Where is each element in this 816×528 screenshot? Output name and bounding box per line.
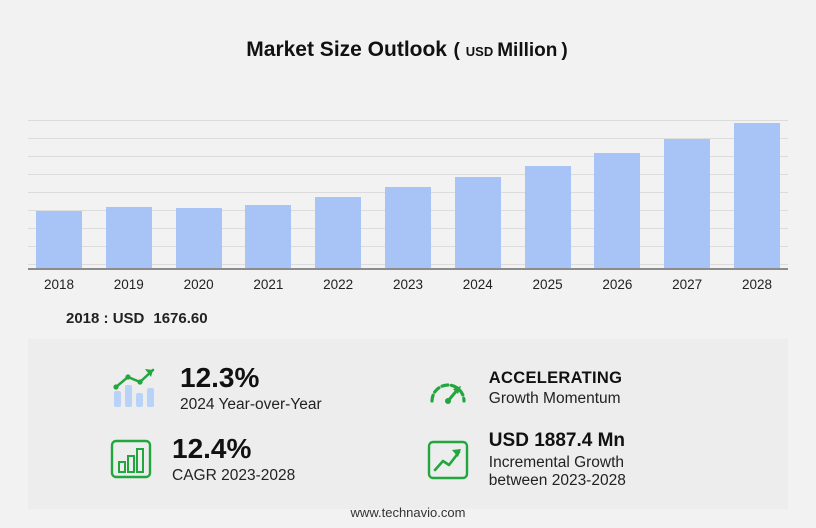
bar-2027 (664, 139, 711, 268)
bar-slot (733, 120, 780, 268)
bar-2018 (36, 211, 82, 268)
x-tick-label: 2027 (672, 277, 703, 292)
stats-panel: 12.3% 2024 Year-over-Year ACCELERATING G… (28, 339, 788, 509)
x-tick-label: 2028 (741, 277, 772, 292)
speedometer-icon (425, 369, 471, 409)
bar-slot (175, 120, 222, 268)
title-paren-open: ( (453, 40, 460, 61)
title-main: Market Size Outlook (246, 38, 447, 61)
bar-slot (105, 120, 152, 268)
bar-slot (245, 120, 292, 268)
bar-slot (664, 120, 711, 268)
incremental-label-line1: Incremental Growth (488, 453, 625, 471)
x-tick-label: 2024 (462, 277, 493, 292)
title-unit: Million (497, 40, 558, 61)
bar-slot (384, 120, 431, 268)
momentum-label: Growth Momentum (488, 390, 621, 407)
bar-2020 (175, 208, 222, 268)
stat-momentum: ACCELERATING Growth Momentum (425, 369, 768, 409)
x-tick-label: 2025 (532, 277, 563, 292)
x-tick-label: 2021 (253, 277, 284, 292)
website-url: www.technavio.com (350, 505, 466, 520)
x-tick-label: 2026 (602, 277, 633, 292)
incremental-label-line2: between 2023-2028 (488, 471, 626, 489)
x-tick-label: 2020 (183, 277, 214, 292)
base-year-annotation: 2018 : USD 1676.60 (66, 310, 816, 327)
bar-2021 (245, 205, 292, 268)
x-tick-label: 2022 (323, 277, 354, 292)
plot-area (28, 120, 788, 270)
market-size-chart: 2018 2019 2020 2021 2022 2023 2024 2025 2026 2027… (28, 120, 788, 292)
title-currency: USD (465, 44, 494, 59)
annotation-value: 1676.60 (153, 310, 208, 327)
cagr-value: 12.4% (172, 433, 252, 465)
stat-cagr: 12.4% CAGR 2023-2028 (108, 433, 425, 485)
cagr-bar-chart-icon (108, 436, 154, 482)
yoy-label: 2024 Year-over-Year (180, 395, 322, 413)
x-tick-label: 2019 (113, 277, 144, 292)
bar-2022 (315, 197, 362, 268)
bar-slot (36, 120, 82, 268)
title-paren-close: ) (561, 40, 568, 61)
stat-incremental: USD 1887.4 Mn Incremental Growth between… (425, 430, 768, 490)
yoy-value: 12.3% (180, 362, 260, 394)
stat-yoy: 12.3% 2024 Year-over-Year (108, 362, 425, 414)
bar-slot (315, 120, 362, 268)
bar-2023 (384, 187, 431, 268)
yoy-growth-chart-icon (108, 363, 162, 413)
x-tick-label: 2018 (43, 277, 75, 292)
annotation-prefix: 2018 : USD (66, 310, 145, 327)
bar-2026 (594, 153, 641, 268)
cagr-label: CAGR 2023-2028 (172, 466, 296, 484)
bar-slot (594, 120, 641, 268)
bar-2028 (733, 123, 780, 268)
bar-slot (524, 120, 571, 268)
bar-2025 (524, 166, 571, 268)
x-axis-labels: 2018 2019 2020 2021 2022 2023 2024 2025 2026 2027… (28, 277, 788, 292)
page-title: Market Size Outlook ( USD Million) (0, 0, 816, 62)
incremental-growth-icon (425, 437, 471, 483)
bar-2019 (105, 207, 152, 268)
bar-2024 (454, 177, 501, 268)
x-tick-label: 2023 (392, 277, 423, 292)
incremental-value: USD 1887.4 Mn (488, 429, 626, 451)
momentum-title: ACCELERATING (488, 369, 623, 387)
bars-row (28, 120, 788, 268)
bar-slot (454, 120, 501, 268)
